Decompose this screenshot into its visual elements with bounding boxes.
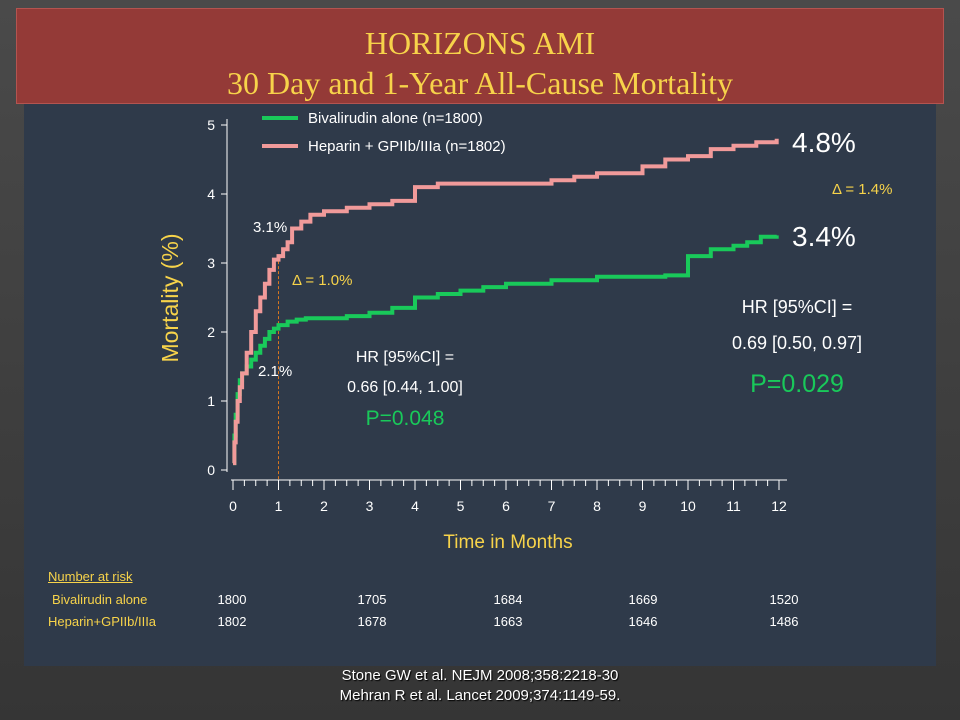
y-tick-label: 5 xyxy=(207,117,215,133)
annotation-30d-heparin-pct: 3.1% xyxy=(253,219,287,236)
x-tick-label: 9 xyxy=(639,498,647,514)
x-tick-label: 11 xyxy=(726,498,741,514)
risk-row-label: Bivalirudin alone xyxy=(52,592,148,607)
chart-annotations: 3.1% 2.1% Δ = 1.0% HR [95%CI] = 0.66 [0.44, … xyxy=(253,127,892,430)
bivalirudin-curve xyxy=(232,234,779,466)
annotation-30d-delta: Δ = 1.0% xyxy=(292,272,352,289)
chart-panel xyxy=(24,100,936,666)
risk-table-header: Number at risk xyxy=(48,569,133,584)
x-tick-label: 10 xyxy=(680,498,696,514)
y-tick-label: 4 xyxy=(207,186,215,202)
x-tick-label: 3 xyxy=(366,498,374,514)
annotation-30d-p: P=0.048 xyxy=(366,407,445,430)
risk-value: 1705 xyxy=(357,592,387,607)
annotation-1y-hr-label: HR [95%CI] = xyxy=(742,297,853,317)
risk-value: 1486 xyxy=(769,614,799,629)
y-tick-label: 1 xyxy=(207,393,215,409)
risk-value: 1669 xyxy=(628,592,658,607)
x-tick-label: 1 xyxy=(275,498,283,514)
risk-value: 1520 xyxy=(769,592,799,607)
annotation-1y-heparin-pct: 4.8% xyxy=(792,127,856,158)
annotation-1y-bival-pct: 3.4% xyxy=(792,221,856,252)
chart-legend: Bivalirudin alone (n=1800) Heparin + GPII… xyxy=(262,110,506,155)
annotation-30d-hr-label: HR [95%CI] = xyxy=(356,349,454,366)
chart-marks xyxy=(232,138,779,480)
x-tick-label: 6 xyxy=(502,498,510,514)
title-banner: HORIZONS AMI 30 Day and 1-Year All-Cause… xyxy=(16,8,944,104)
annotation-1y-hr-ci: 0.69 [0.50, 0.97] xyxy=(732,333,862,353)
legend-label: Bivalirudin alone (n=1800) xyxy=(308,110,483,127)
y-axis-label: Mortality (%) xyxy=(157,233,183,362)
x-tick-label: 5 xyxy=(457,498,465,514)
risk-value: 1800 xyxy=(217,592,247,607)
risk-value: 1646 xyxy=(628,614,658,629)
annotation-1y-p: P=0.029 xyxy=(750,370,844,398)
risk-value: 1678 xyxy=(357,614,387,629)
risk-row-label: Heparin+GPIIb/IIIa xyxy=(48,614,157,629)
heparin-curve xyxy=(232,138,779,466)
annotation-1y-delta: Δ = 1.4% xyxy=(832,181,892,198)
x-tick-label: 2 xyxy=(320,498,328,514)
x-tick-label: 7 xyxy=(548,498,556,514)
y-tick-label: 3 xyxy=(207,255,215,271)
x-tick-label: 8 xyxy=(593,498,601,514)
title-line-1: HORIZONS AMI xyxy=(364,25,596,61)
x-tick-label: 12 xyxy=(771,498,787,514)
risk-value: 1684 xyxy=(493,592,523,607)
reference-1: Stone GW et al. NEJM 2008;358:2218-30 xyxy=(341,667,619,684)
x-tick-label: 4 xyxy=(411,498,419,514)
title-line-2: 30 Day and 1-Year All-Cause Mortality xyxy=(227,65,733,101)
x-tick-label: 0 xyxy=(229,498,237,514)
reference-2: Mehran R et al. Lancet 2009;374:1149-59. xyxy=(339,687,621,704)
x-axis-label: Time in Months xyxy=(443,532,572,553)
annotation-30d-hr-ci: 0.66 [0.44, 1.00] xyxy=(347,379,463,396)
y-tick-label: 0 xyxy=(207,462,215,478)
risk-value: 1663 xyxy=(493,614,523,629)
risk-value: 1802 xyxy=(217,614,247,629)
legend-label: Heparin + GPIIb/IIIa (n=1802) xyxy=(308,138,506,155)
y-tick-label: 2 xyxy=(207,324,215,340)
annotation-30d-bival-pct: 2.1% xyxy=(258,363,292,380)
